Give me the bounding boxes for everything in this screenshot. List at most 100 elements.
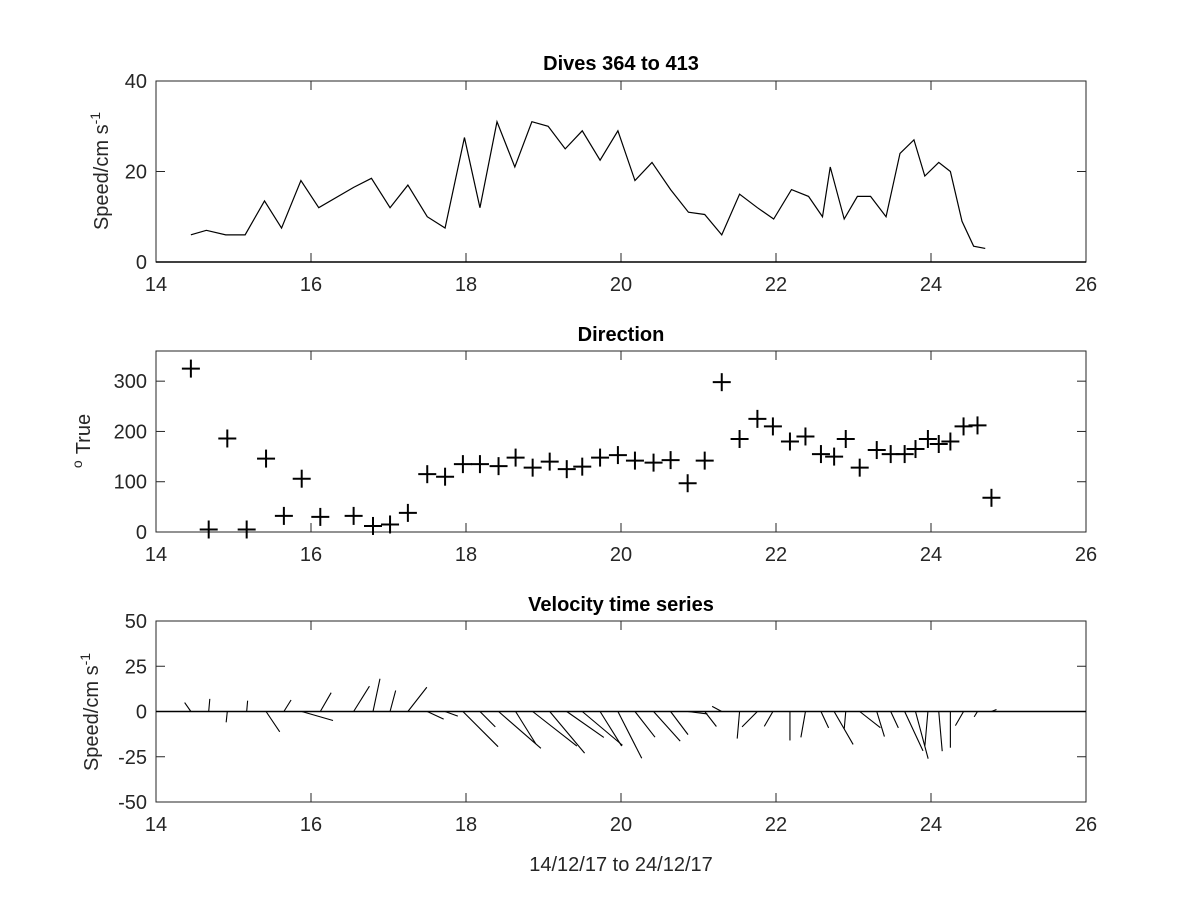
direction-point: [344, 506, 363, 525]
velocity-stick: [319, 692, 332, 712]
velocity-stick: [283, 699, 292, 712]
direction-point: [506, 448, 525, 467]
velocity-stick: [820, 711, 830, 729]
direction-point: [982, 488, 1001, 507]
direction-point: [954, 417, 973, 436]
direction-point: [763, 417, 782, 436]
speed-y-tick-label: 40: [125, 71, 147, 93]
velocity-x-tick-label: 24: [920, 814, 942, 836]
velocity-stick: [736, 711, 741, 739]
velocity-stick: [800, 711, 806, 738]
direction-point: [364, 516, 382, 535]
direction-point: [780, 432, 799, 451]
speed-ylabel-superscript: -1: [87, 112, 103, 125]
direction-point: [608, 446, 627, 465]
velocity-stick: [407, 686, 428, 712]
direction-point: [941, 432, 960, 451]
velocity-y-tick-label: 25: [125, 656, 147, 678]
direction-y-tick-label: 0: [136, 522, 147, 544]
velocity-stick: [532, 711, 578, 747]
direction-point: [730, 429, 749, 448]
direction-ylabel-superscript: o: [69, 460, 85, 468]
velocity-stick: [353, 685, 370, 712]
direction-point: [257, 449, 276, 468]
direction-point: [218, 429, 237, 448]
velocity-stick: [687, 710, 708, 715]
velocity-stick: [833, 711, 854, 745]
velocity-stick: [549, 711, 586, 754]
velocity-stick: [581, 711, 623, 746]
direction-point: [274, 506, 293, 525]
velocity-stick: [711, 705, 723, 712]
velocity-stick: [843, 711, 847, 729]
direction-point: [181, 359, 200, 378]
direction-x-tick-label: 20: [610, 544, 632, 566]
direction-point: [540, 452, 559, 471]
direction-ylabel: o True: [69, 414, 95, 468]
direction-point: [311, 507, 330, 526]
direction-point: [712, 373, 731, 392]
speed-x-tick-label: 24: [920, 274, 942, 296]
velocity-stick: [890, 711, 899, 729]
velocity-x-tick-label: 18: [455, 814, 477, 836]
velocity-y-tick-label: 0: [136, 702, 147, 724]
velocity-stick: [566, 711, 605, 738]
velocity-y-tick-label: -25: [118, 747, 147, 769]
direction-x-tick-label: 14: [145, 544, 167, 566]
direction-y-tick-label: 200: [114, 421, 147, 443]
velocity-x-tick-label: 20: [610, 814, 632, 836]
direction-point: [625, 451, 644, 470]
velocity-stick: [372, 678, 381, 712]
velocity-stick: [515, 711, 537, 745]
direction-y-tick-label: 100: [114, 472, 147, 494]
direction-point: [436, 467, 455, 486]
direction-x-tick-label: 22: [765, 544, 787, 566]
direction-point: [644, 453, 663, 472]
speed-x-tick-label: 20: [610, 274, 632, 296]
direction-axes-box: [155, 350, 1087, 533]
speed-x-tick-label: 18: [455, 274, 477, 296]
velocity-xlabel: 14/12/17 to 24/12/17: [529, 854, 713, 876]
direction-point: [661, 451, 680, 470]
velocity-ylabel-superscript: -1: [77, 653, 93, 666]
velocity-y-tick-label: -50: [118, 792, 147, 814]
direction-x-tick-label: 18: [455, 544, 477, 566]
velocity-stick: [427, 711, 444, 720]
velocity-x-tick-label: 22: [765, 814, 787, 836]
direction-point: [199, 520, 218, 539]
velocity-stick: [479, 711, 496, 728]
velocity-title: Velocity time series: [528, 594, 714, 616]
speed-title: Dives 364 to 413: [543, 53, 699, 75]
velocity-stick: [973, 711, 978, 718]
velocity-stick: [924, 711, 929, 746]
velocity-stick: [389, 690, 397, 712]
direction-point: [836, 429, 855, 448]
speed-x-tick-label: 26: [1075, 274, 1097, 296]
speed-ylabel-text: Speed/cm s: [91, 124, 113, 230]
speed-x-tick-label: 14: [145, 274, 167, 296]
direction-point: [678, 474, 697, 493]
direction-point: [895, 445, 914, 464]
speed-y-tick-label: 20: [125, 162, 147, 184]
direction-point: [237, 520, 256, 539]
velocity-stick: [265, 711, 281, 733]
direction-point: [470, 455, 489, 474]
velocity-stick: [634, 711, 656, 738]
velocity-x-tick-label: 14: [145, 814, 167, 836]
direction-point: [929, 435, 948, 454]
velocity-stick: [876, 711, 885, 737]
velocity-y-tick-label: 50: [125, 611, 147, 633]
velocity-stick: [859, 711, 881, 729]
direction-point: [850, 458, 869, 477]
direction-point: [811, 445, 830, 464]
direction-title: Direction: [578, 324, 665, 346]
velocity-stick: [670, 711, 689, 735]
direction-point: [489, 457, 508, 476]
direction-x-tick-label: 16: [300, 544, 322, 566]
velocity-x-tick-label: 26: [1075, 814, 1097, 836]
direction-point: [825, 447, 844, 466]
velocity-stick: [301, 710, 334, 722]
direction-point: [796, 427, 815, 446]
direction-point: [968, 416, 987, 435]
